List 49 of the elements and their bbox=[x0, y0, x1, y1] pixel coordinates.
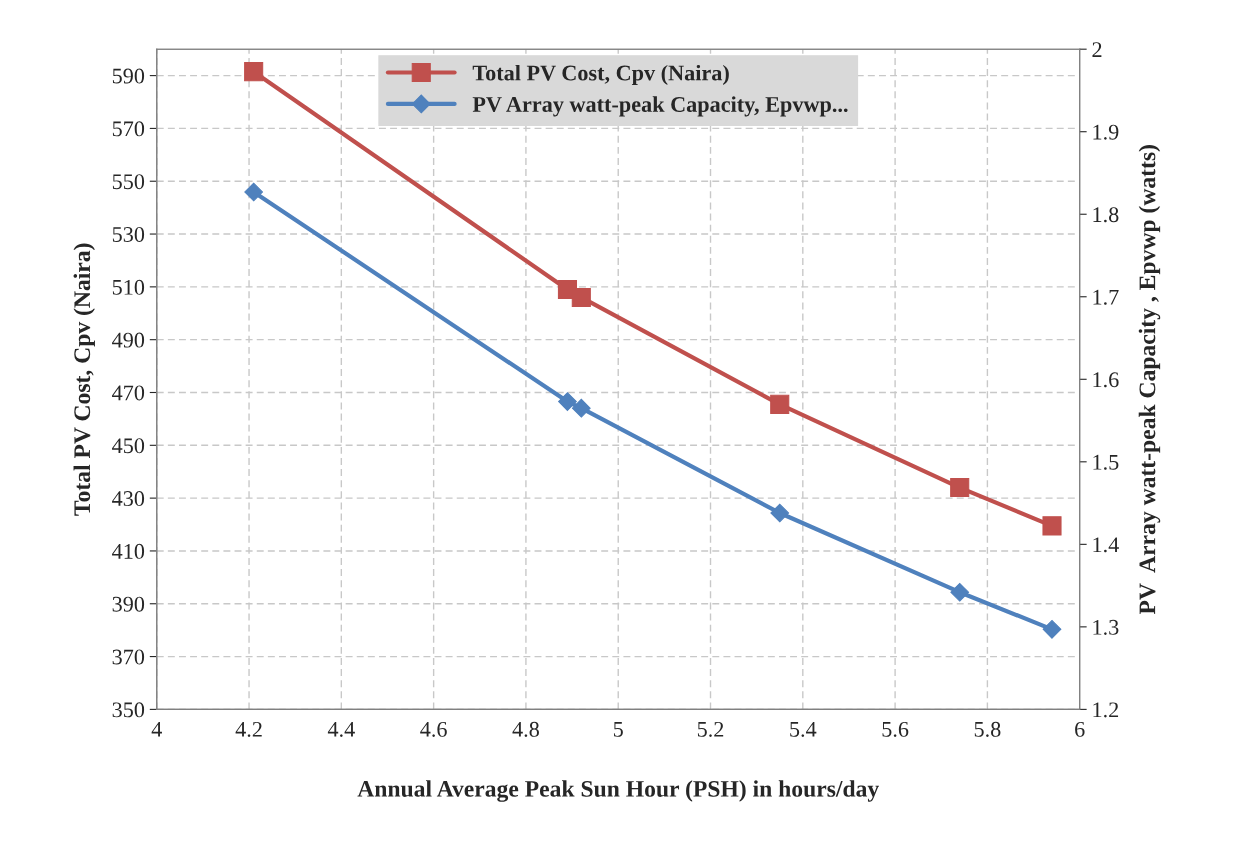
y-tick-label: 470 bbox=[112, 385, 145, 401]
x-tick-label: 5.4 bbox=[790, 721, 817, 737]
y2-tick-label: 1.8 bbox=[1093, 207, 1119, 223]
y-tick-label: 450 bbox=[112, 438, 145, 454]
x-tick-label: 5.8 bbox=[974, 721, 1001, 737]
point bbox=[770, 503, 790, 523]
x-tick-label: 4.8 bbox=[512, 721, 539, 737]
y-tick-label: 530 bbox=[112, 226, 145, 242]
y2-tick-label: 1.6 bbox=[1093, 372, 1119, 388]
y2-tick-label: 1.9 bbox=[1093, 124, 1119, 140]
y-axis-title: Total PV Cost, Cpv (Naira) bbox=[73, 243, 95, 516]
y2-tick-label: 1.5 bbox=[1093, 454, 1119, 470]
y-tick-label: 590 bbox=[112, 68, 145, 84]
x-tick-label: 5.2 bbox=[697, 721, 724, 737]
point bbox=[1042, 516, 1062, 536]
y-tick-label: 490 bbox=[112, 332, 145, 348]
y2-tick-label: 1.2 bbox=[1093, 702, 1119, 718]
point bbox=[244, 62, 264, 82]
y-tick-label: 410 bbox=[112, 543, 145, 559]
y2-tick-label: 2 bbox=[1092, 42, 1102, 57]
point bbox=[244, 182, 264, 202]
point bbox=[950, 478, 970, 498]
x-tick-label: 5 bbox=[613, 722, 623, 737]
x-tick-label: 5.6 bbox=[882, 721, 909, 737]
x-tick-label: 6 bbox=[1075, 721, 1085, 737]
y2-tick-label: 1.3 bbox=[1093, 619, 1119, 635]
x-tick-label: 4.4 bbox=[327, 721, 355, 737]
y-tick-label: 390 bbox=[112, 596, 145, 612]
point bbox=[571, 398, 591, 418]
y2-tick-label: 1.7 bbox=[1093, 289, 1119, 305]
x-axis-title: Annual Average Peak Sun Hour (PSH) in hours/day bbox=[357, 780, 879, 802]
point bbox=[558, 392, 577, 411]
y-tick-label: 510 bbox=[112, 279, 145, 295]
y-tick-label: 370 bbox=[112, 649, 145, 665]
y-tick-label: 350 bbox=[112, 702, 145, 718]
point bbox=[571, 287, 591, 307]
y-tick-label: 570 bbox=[112, 121, 145, 137]
y-tick-label: 550 bbox=[112, 174, 145, 190]
x-tick-label: 4.6 bbox=[420, 721, 447, 737]
y-tick-label: 430 bbox=[112, 491, 145, 507]
legend-label: PV Array watt-peak Capacity, Epvwp... bbox=[472, 96, 848, 117]
point bbox=[950, 582, 970, 602]
y2-axis-title: PV Array watt-peak Capacity , Epvwp (watts) bbox=[1138, 145, 1161, 615]
legend-label: Total PV Cost, Cpv (Naira) bbox=[472, 64, 729, 86]
x-tick-label: 4.2 bbox=[235, 721, 262, 737]
point bbox=[1042, 619, 1062, 639]
x-tick-label: 4 bbox=[151, 721, 162, 737]
y2-tick-label: 1.4 bbox=[1093, 537, 1119, 553]
point bbox=[770, 394, 790, 414]
